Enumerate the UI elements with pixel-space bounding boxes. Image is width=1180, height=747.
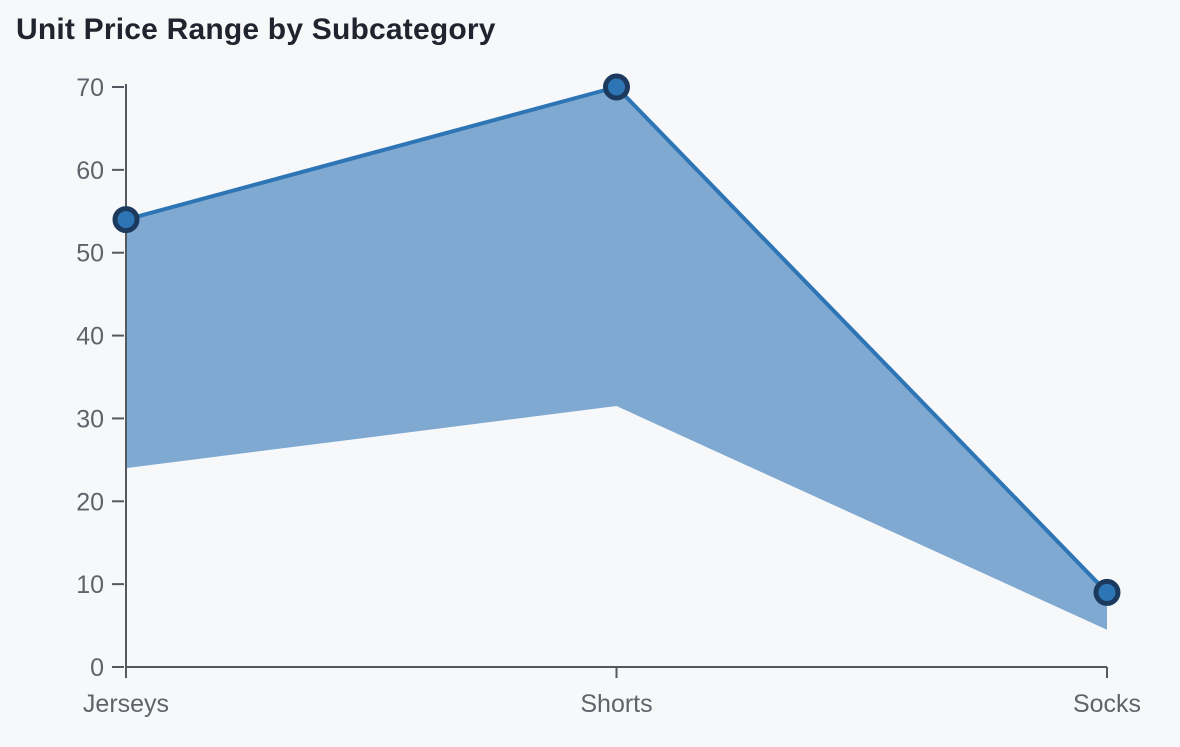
y-tick-label: 30 [76,405,104,433]
y-tick-label: 70 [76,74,104,102]
data-point-marker[interactable] [112,206,140,234]
data-point-marker[interactable] [1093,578,1121,606]
price-range-band-area [126,87,1107,630]
y-tick-label: 20 [76,488,104,516]
data-point-marker[interactable] [603,73,630,101]
y-tick-label: 0 [90,654,104,682]
y-tick-label: 40 [76,323,104,351]
y-tick-label: 10 [76,571,104,599]
chart-title: Unit Price Range by Subcategory [16,13,496,46]
x-tick-label: Shorts [580,690,652,718]
x-tick-label: Socks [1073,690,1141,718]
y-tick-label: 60 [76,157,104,185]
x-tick-label: Jerseys [83,690,169,718]
y-tick-label: 50 [76,240,104,268]
